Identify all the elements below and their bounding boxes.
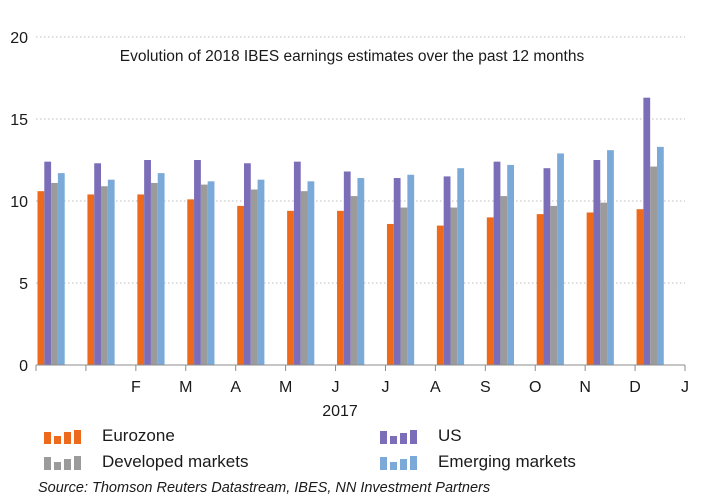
bar [400, 207, 408, 365]
bar [237, 205, 244, 365]
source-note: Source: Thomson Reuters Datastream, IBES… [38, 480, 491, 496]
x-tick-label: D [629, 379, 641, 396]
bar [157, 173, 165, 365]
x-tick-label: A [430, 379, 441, 396]
x-tick-label: J [681, 379, 689, 396]
legend-label-us: US [438, 426, 462, 445]
legend-item-emerging-markets: Emerging markets [380, 452, 576, 472]
bar [600, 202, 608, 365]
x-axis-label: 2017 [322, 403, 358, 420]
bar [87, 194, 95, 365]
bar [343, 171, 351, 365]
legend-swatch-developed-markets [44, 454, 90, 470]
legend: Eurozone US Developed markets Emerging m… [0, 423, 707, 475]
legend-swatch-emerging-markets [380, 454, 426, 470]
legend-item-eurozone: Eurozone [44, 426, 175, 446]
bar [101, 186, 108, 365]
x-tick-label: M [179, 379, 192, 396]
bar [457, 168, 465, 365]
bar [287, 210, 294, 365]
bar [207, 181, 215, 365]
legend-label-developed-markets: Developed markets [102, 452, 249, 471]
bar [543, 168, 551, 365]
bar [51, 182, 58, 365]
bar [656, 146, 664, 365]
x-tick-label: M [279, 379, 292, 396]
x-tick-label: N [579, 379, 591, 396]
bar [107, 179, 115, 365]
legend-swatch-eurozone [44, 428, 90, 444]
legend-label-eurozone: Eurozone [102, 426, 175, 445]
bars [37, 97, 664, 366]
y-tick-label: 15 [10, 112, 28, 129]
bar [636, 209, 644, 365]
bar [407, 174, 415, 365]
bar [450, 207, 458, 365]
bar [436, 225, 444, 365]
bar [200, 184, 208, 365]
bar [536, 214, 544, 365]
bar [650, 166, 657, 365]
bar [194, 160, 201, 365]
bar [550, 205, 558, 365]
legend-item-developed-markets: Developed markets [44, 452, 248, 472]
bar [137, 194, 145, 365]
chart-title: Evolution of 2018 IBES earnings estimate… [120, 48, 585, 65]
legend-swatch-us [380, 428, 426, 444]
y-tick-label: 20 [10, 30, 28, 47]
bar [607, 150, 614, 365]
x-tick-label: O [529, 379, 541, 396]
bar [493, 161, 501, 365]
x-tick-label: F [131, 379, 141, 396]
bar [250, 189, 258, 365]
bar [94, 163, 102, 365]
bar-chart: 0 5 10 15 20 F M A M J J A S O N D J Evolution of 2018 … [10, 30, 689, 420]
bar [350, 196, 358, 365]
bar [293, 161, 301, 365]
bar [557, 153, 564, 365]
bar [44, 161, 52, 365]
bar [144, 160, 151, 365]
bar [243, 163, 251, 365]
bar [187, 199, 195, 365]
bar [386, 223, 394, 365]
x-tick-label: J [332, 379, 340, 396]
bar [593, 160, 601, 365]
x-tick-label: S [480, 379, 491, 396]
bar [150, 182, 158, 365]
legend-label-emerging-markets: Emerging markets [438, 452, 576, 471]
bar [507, 164, 515, 365]
y-tick-label: 10 [10, 194, 28, 211]
bar [500, 196, 508, 365]
bar [57, 173, 65, 365]
bar [257, 179, 265, 365]
bar [443, 176, 451, 365]
bar [307, 181, 315, 365]
bar [586, 212, 594, 365]
bar [486, 217, 494, 365]
y-tick-label: 5 [19, 276, 28, 293]
bar [37, 191, 45, 365]
bar [393, 178, 401, 365]
bar [357, 178, 365, 365]
bar [300, 191, 308, 365]
x-tick-label: J [381, 379, 389, 396]
legend-item-us: US [380, 426, 462, 446]
x-tick-label: A [230, 379, 241, 396]
bar [337, 210, 344, 365]
y-axis-ticks: 0 5 10 15 20 [10, 30, 28, 375]
y-tick-label: 0 [19, 358, 28, 375]
bar [643, 97, 651, 366]
